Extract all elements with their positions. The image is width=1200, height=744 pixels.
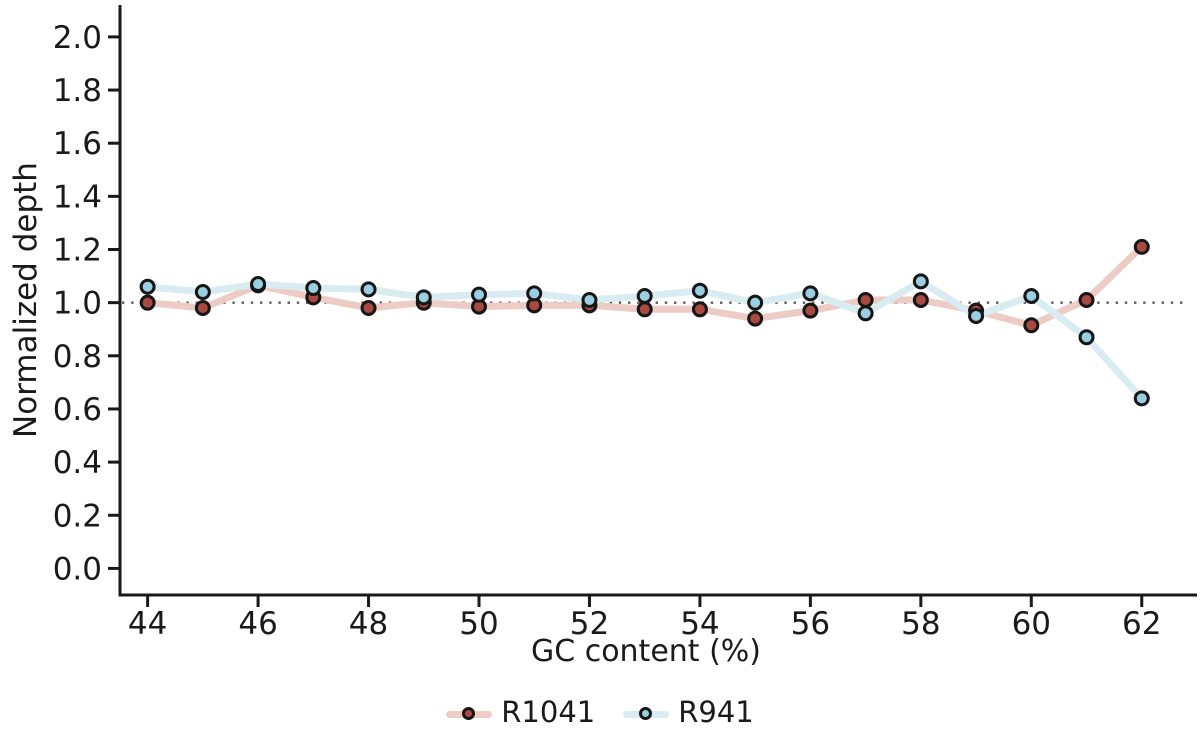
data-point-r1041 — [194, 299, 211, 316]
data-point-r941 — [139, 278, 156, 295]
y-tick-label: 0.4 — [53, 445, 102, 481]
legend-marker-icon — [462, 707, 476, 720]
x-tick-label: 54 — [680, 606, 719, 642]
x-axis-label: GC content (%) — [531, 634, 761, 669]
series-lines — [144, 243, 1146, 402]
data-point-r941 — [581, 292, 598, 308]
data-point-r941 — [194, 284, 211, 301]
legend-label: R941 — [678, 695, 754, 729]
data-point-r1041 — [802, 302, 819, 319]
legend-marker-icon — [639, 707, 653, 720]
data-point-r1041 — [636, 301, 653, 318]
data-point-r941 — [691, 282, 708, 299]
data-point-r1041 — [857, 292, 874, 308]
data-point-r941 — [305, 280, 322, 297]
y-tick-label: 0.2 — [53, 498, 102, 534]
x-tick-label: 50 — [459, 606, 498, 642]
axis-ticks — [108, 35, 1144, 607]
y-tick-label: 1.2 — [53, 233, 102, 269]
x-tick-label: 52 — [570, 606, 609, 642]
data-point-r941 — [1023, 288, 1040, 305]
axes — [118, 5, 1197, 597]
data-point-r1041 — [747, 310, 764, 327]
legend-item-r941: R941 — [623, 698, 754, 730]
data-point-r941 — [360, 281, 377, 298]
x-tick-label: 44 — [128, 606, 167, 642]
y-tick-label: 1.6 — [53, 126, 102, 162]
data-point-r1041 — [912, 292, 929, 308]
series-markers — [139, 238, 1150, 407]
y-axis-label: Normalized depth — [8, 162, 44, 438]
data-point-r941 — [636, 288, 653, 305]
data-point-r1041 — [139, 294, 156, 311]
axis-tick-labels: 0.0 0.2 0.4 0.6 0.8 1.0 1.2 1.4 1.6 1.8 2.0 44 46 48 5… — [53, 20, 1162, 642]
data-point-r1041 — [360, 299, 377, 316]
data-point-r941 — [857, 305, 874, 322]
x-tick-label: 56 — [791, 606, 830, 642]
legend-swatch-r1041 — [446, 707, 493, 721]
y-tick-label: 0.8 — [53, 339, 102, 375]
x-tick-label: 60 — [1012, 606, 1051, 642]
legend: R1041 R941 — [0, 698, 1200, 730]
data-point-r941 — [802, 285, 819, 302]
data-point-r1041 — [691, 301, 708, 318]
data-point-r1041 — [1023, 317, 1040, 334]
y-tick-label: 1.8 — [53, 73, 102, 109]
legend-label: R1041 — [501, 695, 596, 729]
y-tick-label: 2.0 — [53, 20, 102, 56]
x-tick-label: 62 — [1122, 606, 1161, 642]
data-point-r1041 — [1133, 238, 1150, 255]
data-point-r941 — [912, 273, 929, 290]
x-tick-label: 46 — [238, 606, 277, 642]
data-point-r1041 — [1078, 292, 1095, 308]
x-tick-label: 48 — [349, 606, 388, 642]
y-tick-label: 1.0 — [53, 286, 102, 322]
y-tick-label: 0.0 — [53, 551, 102, 587]
data-point-r941 — [415, 289, 432, 306]
data-point-r941 — [1078, 329, 1095, 346]
data-point-r941 — [526, 285, 543, 302]
data-point-r941 — [968, 307, 985, 324]
data-point-r941 — [250, 276, 267, 293]
legend-item-r1041: R1041 — [446, 698, 595, 730]
data-point-r941 — [1133, 390, 1150, 407]
y-tick-label: 1.4 — [53, 179, 102, 215]
legend-swatch-r941 — [623, 707, 670, 721]
x-tick-label: 58 — [901, 606, 940, 642]
data-point-r941 — [747, 294, 764, 311]
y-tick-label: 0.6 — [53, 392, 102, 428]
data-point-r941 — [471, 286, 487, 303]
